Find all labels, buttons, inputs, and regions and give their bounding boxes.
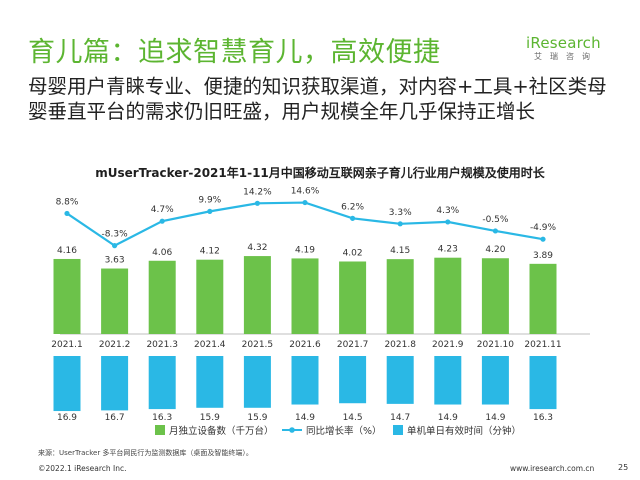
growth-point — [207, 208, 213, 214]
growth-point — [397, 221, 403, 227]
time-bar — [243, 356, 271, 408]
copyright: ©2022.1 iResearch Inc. — [38, 464, 127, 473]
growth-label: 4.3% — [436, 206, 459, 216]
growth-label: 14.2% — [243, 187, 272, 197]
growth-point — [112, 243, 118, 249]
user-bar — [291, 258, 319, 334]
time-bar-label: 16.3 — [152, 413, 172, 423]
x-tick-label: 2021.8 — [384, 340, 416, 350]
logo-sub: 艾瑞咨询 — [534, 52, 598, 61]
legend-swatch-users — [155, 425, 165, 435]
growth-point — [254, 200, 260, 206]
growth-point — [159, 218, 165, 224]
user-bar — [481, 258, 509, 334]
user-bar — [339, 261, 367, 334]
chart-title: mUserTracker-2021年1-11月中国移动互联网亲子育儿行业用户规模… — [95, 166, 545, 180]
growth-label: 6.2% — [341, 202, 364, 212]
x-tick-label: 2021.11 — [524, 340, 561, 350]
growth-point — [64, 210, 70, 217]
legend-label-users: 月独立设备数（千万台） — [169, 425, 274, 437]
time-bar — [148, 356, 176, 410]
x-tick-label: 2021.1 — [51, 340, 83, 350]
x-tick-label: 2021.7 — [337, 340, 369, 350]
growth-label: 3.3% — [389, 208, 412, 218]
user-bar-label: 4.19 — [295, 245, 315, 255]
growth-point — [540, 236, 546, 242]
user-bar — [434, 257, 462, 334]
time-bar — [529, 356, 557, 410]
user-bar-label: 4.16 — [57, 246, 77, 256]
time-bar-label: 15.9 — [247, 413, 267, 423]
growth-label: 9.9% — [198, 195, 221, 205]
time-bar-label: 14.7 — [390, 413, 410, 423]
x-tick-label: 2021.10 — [477, 340, 514, 350]
x-tick-label: 2021.5 — [242, 340, 274, 350]
source-note: 来源：UserTracker 多平台网民行为监测数据库（桌面及智能终端）。 — [38, 449, 253, 457]
growth-label: -8.3% — [102, 230, 129, 240]
growth-line — [66, 201, 544, 247]
growth-label: 14.6% — [291, 187, 320, 197]
time-bar — [196, 356, 224, 408]
x-tick-label: 2021.2 — [99, 340, 131, 350]
time-bar-label: 14.5 — [343, 413, 363, 423]
time-bar-label: 16.9 — [57, 413, 77, 423]
legend-label-time: 单机单日有效时间（分钟） — [407, 425, 521, 437]
legend-swatch-time — [393, 425, 403, 435]
user-bar-label: 4.23 — [438, 245, 458, 255]
user-bar — [196, 259, 224, 334]
user-bar — [243, 256, 271, 334]
page-title: 育儿篇：追求智慧育儿，高效便捷 — [28, 37, 441, 68]
time-bar-label: 14.9 — [438, 413, 458, 423]
time-bar — [53, 356, 81, 412]
user-bar-label: 3.89 — [533, 251, 553, 261]
footer-url: www.iresearch.com.cn — [510, 464, 595, 473]
time-bar-label: 16.3 — [533, 413, 553, 423]
growth-point — [492, 228, 498, 234]
growth-label: 4.7% — [151, 205, 174, 215]
iresearch-logo: iResearch 艾瑞咨询 — [526, 34, 606, 62]
time-bar-label: 16.7 — [105, 413, 125, 423]
growth-label: -4.9% — [530, 223, 557, 233]
growth-point — [445, 219, 451, 225]
time-bar-label: 15.9 — [200, 413, 220, 423]
time-bar-label: 14.9 — [485, 413, 505, 423]
x-tick-label: 2021.9 — [432, 340, 464, 350]
legend-marker-growth — [289, 427, 295, 433]
user-bar-label: 3.63 — [105, 256, 125, 266]
growth-point — [350, 215, 356, 221]
growth-point — [302, 199, 308, 206]
growth-label: 8.8% — [56, 197, 79, 207]
user-bar-label: 4.20 — [485, 245, 505, 255]
user-bar — [53, 258, 81, 334]
time-bar — [481, 356, 509, 405]
legend-label-growth: 同比增长率（%） — [306, 425, 382, 437]
user-bar — [529, 263, 557, 334]
growth-label: -0.5% — [482, 215, 509, 225]
user-bar-label: 4.02 — [343, 248, 363, 258]
x-tick-label: 2021.6 — [289, 340, 321, 350]
user-bar — [148, 260, 176, 334]
user-bar-label: 4.15 — [390, 246, 410, 256]
logo-brand: iResearch — [526, 34, 601, 52]
x-tick-label: 2021.4 — [194, 340, 226, 350]
user-bar — [101, 268, 129, 334]
time-bar — [434, 356, 462, 405]
time-bar — [291, 356, 319, 405]
time-bar — [101, 356, 129, 411]
user-bar-label: 4.32 — [247, 243, 267, 253]
user-bar-label: 4.12 — [200, 247, 220, 257]
user-bar — [386, 259, 414, 334]
page-subtitle: 母婴用户青睐专业、便捷的知识获取渠道，对内容+工具+社区类母婴垂直平台的需求仍旧… — [28, 75, 607, 123]
time-bar-label: 14.9 — [295, 413, 315, 423]
page-number: 25 — [618, 463, 629, 472]
user-bar-label: 4.06 — [152, 248, 172, 258]
time-bar — [386, 356, 414, 404]
time-bar — [339, 356, 367, 404]
x-tick-label: 2021.3 — [146, 340, 178, 350]
